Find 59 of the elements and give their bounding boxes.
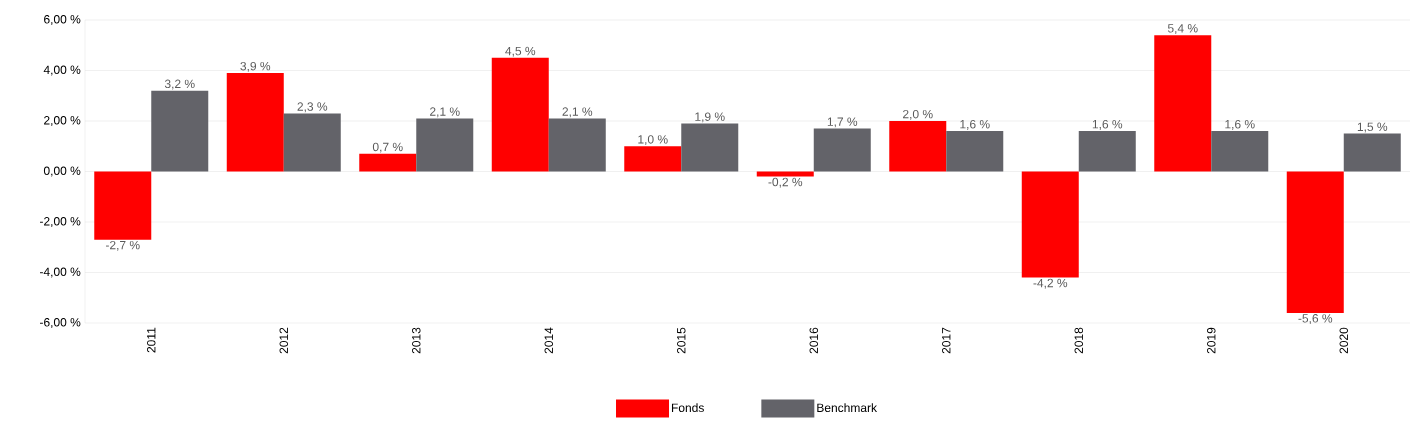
- data-label: 1,6 %: [1225, 119, 1255, 130]
- y-tick-label: 4,00 %: [43, 65, 81, 76]
- bar: [359, 153, 417, 172]
- data-label: 1,6 %: [1092, 119, 1123, 130]
- bar: [681, 123, 739, 172]
- bar: [1021, 171, 1079, 278]
- bar: [226, 73, 284, 172]
- data-label: 3,9 %: [240, 61, 271, 72]
- data-label: 3,2 %: [164, 79, 195, 90]
- bar: [1154, 35, 1212, 172]
- data-label: 1,5 %: [1357, 122, 1388, 133]
- bar: [624, 146, 682, 172]
- y-tick-label: -2,00 %: [39, 217, 81, 227]
- data-label: -4,2 %: [1033, 278, 1068, 289]
- data-label: 2,0 %: [903, 109, 933, 120]
- data-label: -0,2 %: [768, 177, 803, 188]
- data-label: 0,7 %: [372, 142, 403, 153]
- y-tick-label: -6,00 %: [39, 318, 81, 328]
- legend-label: Benchmark: [817, 403, 878, 412]
- bar: [151, 90, 209, 172]
- data-label: 5,4 %: [1167, 24, 1198, 34]
- data-label: 1,0 %: [638, 135, 668, 146]
- x-tick-label: 2015: [677, 327, 686, 354]
- y-tick-label: -4,00 %: [39, 267, 81, 278]
- data-label: 4,5 %: [505, 46, 536, 57]
- x-tick-label: 2017: [942, 327, 951, 354]
- x-tick-label: 2013: [412, 327, 421, 354]
- data-label: 2,3 %: [297, 102, 328, 113]
- bar: [548, 118, 606, 172]
- bar: [416, 118, 474, 172]
- bar: [946, 131, 1004, 172]
- y-tick-label: 0,00 %: [43, 166, 81, 177]
- bar: [1078, 131, 1136, 172]
- data-label: 1,9 %: [695, 112, 725, 123]
- legend-label: Fonds: [671, 403, 704, 412]
- x-tick-label: 2011: [147, 327, 156, 353]
- x-tick-label: 2020: [1339, 327, 1349, 354]
- x-tick-label: 2016: [809, 327, 819, 354]
- x-tick-label: 2019: [1207, 327, 1216, 354]
- bar: [1343, 133, 1401, 172]
- data-label: 2,1 %: [562, 107, 593, 118]
- bar: [1286, 171, 1344, 313]
- x-tick-label: 2014: [544, 327, 554, 354]
- bar: [813, 128, 871, 172]
- data-label: 2,1 %: [430, 107, 460, 118]
- x-tick-label: 2012: [279, 327, 289, 354]
- data-label: 1,7 %: [827, 117, 858, 128]
- bar: [491, 57, 549, 172]
- data-label: 1,6 %: [960, 119, 990, 130]
- bar: [283, 113, 341, 172]
- bar: [94, 171, 152, 240]
- bar: [756, 171, 814, 177]
- bar: [889, 121, 947, 172]
- data-label: -5,6 %: [1298, 314, 1333, 325]
- bar: [1211, 131, 1269, 172]
- data-label: -2,7 %: [105, 240, 140, 251]
- y-tick-label: 6,00 %: [44, 15, 81, 25]
- x-tick-label: 2018: [1074, 327, 1084, 354]
- y-tick-label: 2,00 %: [44, 116, 81, 126]
